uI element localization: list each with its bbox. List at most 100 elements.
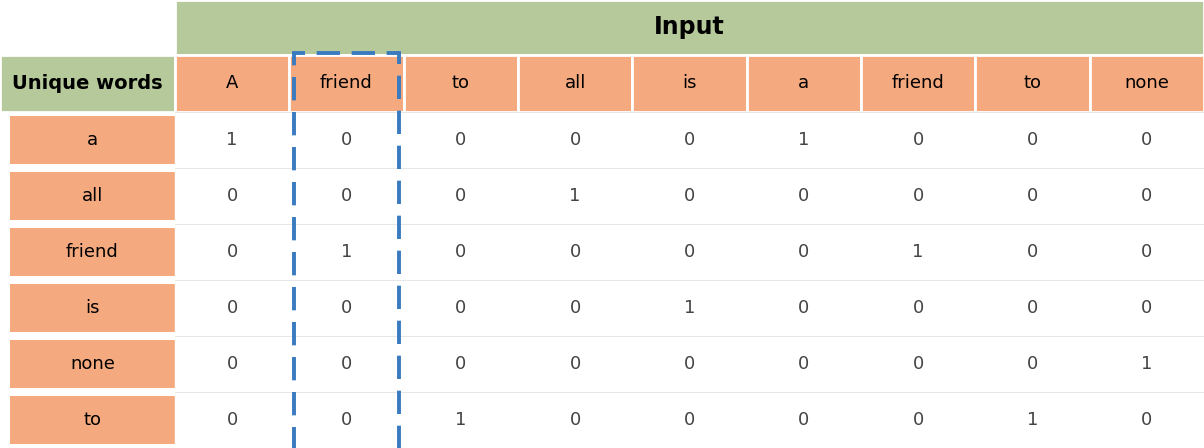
Text: 0: 0 — [913, 299, 923, 317]
FancyBboxPatch shape — [0, 392, 175, 448]
FancyBboxPatch shape — [632, 168, 746, 224]
FancyBboxPatch shape — [10, 228, 175, 276]
FancyBboxPatch shape — [746, 112, 861, 168]
FancyBboxPatch shape — [0, 224, 175, 280]
Text: 0: 0 — [684, 131, 695, 149]
FancyBboxPatch shape — [175, 112, 289, 168]
Text: 1: 1 — [798, 131, 809, 149]
Text: all: all — [565, 74, 586, 92]
FancyBboxPatch shape — [289, 112, 403, 168]
Text: 0: 0 — [569, 411, 580, 429]
Text: 0: 0 — [1027, 243, 1038, 261]
Text: 0: 0 — [569, 299, 580, 317]
FancyBboxPatch shape — [518, 392, 632, 448]
Text: 0: 0 — [1027, 187, 1038, 205]
Text: 0: 0 — [226, 187, 238, 205]
FancyBboxPatch shape — [10, 116, 175, 164]
Text: friend: friend — [892, 74, 945, 92]
FancyBboxPatch shape — [861, 392, 975, 448]
FancyBboxPatch shape — [1090, 280, 1204, 336]
Text: 0: 0 — [1141, 187, 1152, 205]
FancyBboxPatch shape — [975, 112, 1090, 168]
FancyBboxPatch shape — [861, 168, 975, 224]
FancyBboxPatch shape — [518, 168, 632, 224]
FancyBboxPatch shape — [861, 336, 975, 392]
FancyBboxPatch shape — [1090, 392, 1204, 448]
Text: is: is — [85, 299, 100, 317]
Text: to: to — [452, 74, 470, 92]
Text: 0: 0 — [1141, 299, 1152, 317]
FancyBboxPatch shape — [632, 392, 746, 448]
Text: 0: 0 — [226, 243, 238, 261]
Text: 0: 0 — [684, 187, 695, 205]
FancyBboxPatch shape — [1090, 224, 1204, 280]
FancyBboxPatch shape — [10, 396, 175, 444]
FancyBboxPatch shape — [746, 224, 861, 280]
Text: 0: 0 — [569, 131, 580, 149]
FancyBboxPatch shape — [518, 336, 632, 392]
FancyBboxPatch shape — [403, 112, 518, 168]
FancyBboxPatch shape — [0, 280, 175, 336]
Text: 0: 0 — [684, 411, 695, 429]
FancyBboxPatch shape — [632, 112, 746, 168]
FancyBboxPatch shape — [975, 224, 1090, 280]
FancyBboxPatch shape — [632, 55, 746, 112]
Text: 1: 1 — [455, 411, 466, 429]
FancyBboxPatch shape — [0, 112, 175, 168]
Text: 0: 0 — [341, 299, 352, 317]
FancyBboxPatch shape — [746, 55, 861, 112]
Text: a: a — [87, 131, 98, 149]
Text: to: to — [1023, 74, 1041, 92]
FancyBboxPatch shape — [861, 112, 975, 168]
Text: none: none — [1125, 74, 1169, 92]
FancyBboxPatch shape — [175, 224, 289, 280]
Text: friend: friend — [66, 243, 119, 261]
FancyBboxPatch shape — [518, 55, 632, 112]
FancyBboxPatch shape — [861, 55, 975, 112]
FancyBboxPatch shape — [403, 224, 518, 280]
FancyBboxPatch shape — [289, 392, 403, 448]
Text: 0: 0 — [341, 187, 352, 205]
FancyBboxPatch shape — [746, 280, 861, 336]
FancyBboxPatch shape — [175, 168, 289, 224]
Text: 0: 0 — [1027, 131, 1038, 149]
FancyBboxPatch shape — [289, 168, 403, 224]
FancyBboxPatch shape — [175, 392, 289, 448]
Text: a: a — [798, 74, 809, 92]
FancyBboxPatch shape — [175, 55, 289, 112]
FancyBboxPatch shape — [1090, 55, 1204, 112]
FancyBboxPatch shape — [289, 336, 403, 392]
Text: is: is — [683, 74, 697, 92]
FancyBboxPatch shape — [975, 392, 1090, 448]
Text: 0: 0 — [798, 187, 809, 205]
FancyBboxPatch shape — [289, 224, 403, 280]
Text: 0: 0 — [1141, 131, 1152, 149]
FancyBboxPatch shape — [861, 224, 975, 280]
FancyBboxPatch shape — [975, 280, 1090, 336]
Text: 0: 0 — [684, 243, 695, 261]
FancyBboxPatch shape — [518, 112, 632, 168]
Text: 0: 0 — [913, 411, 923, 429]
FancyBboxPatch shape — [403, 55, 518, 112]
Text: 0: 0 — [1027, 355, 1038, 373]
Text: Input: Input — [654, 16, 725, 39]
Text: 0: 0 — [1141, 411, 1152, 429]
Text: 0: 0 — [455, 131, 466, 149]
FancyBboxPatch shape — [975, 55, 1090, 112]
FancyBboxPatch shape — [518, 224, 632, 280]
Text: 0: 0 — [341, 411, 352, 429]
FancyBboxPatch shape — [861, 280, 975, 336]
Text: 1: 1 — [569, 187, 580, 205]
FancyBboxPatch shape — [746, 392, 861, 448]
Text: all: all — [82, 187, 104, 205]
Text: 1: 1 — [1027, 411, 1038, 429]
FancyBboxPatch shape — [746, 168, 861, 224]
Text: 0: 0 — [684, 355, 695, 373]
FancyBboxPatch shape — [1090, 168, 1204, 224]
FancyBboxPatch shape — [10, 284, 175, 332]
Text: 0: 0 — [798, 411, 809, 429]
Text: 0: 0 — [455, 187, 466, 205]
Text: to: to — [83, 411, 101, 429]
Text: 0: 0 — [341, 131, 352, 149]
FancyBboxPatch shape — [632, 280, 746, 336]
